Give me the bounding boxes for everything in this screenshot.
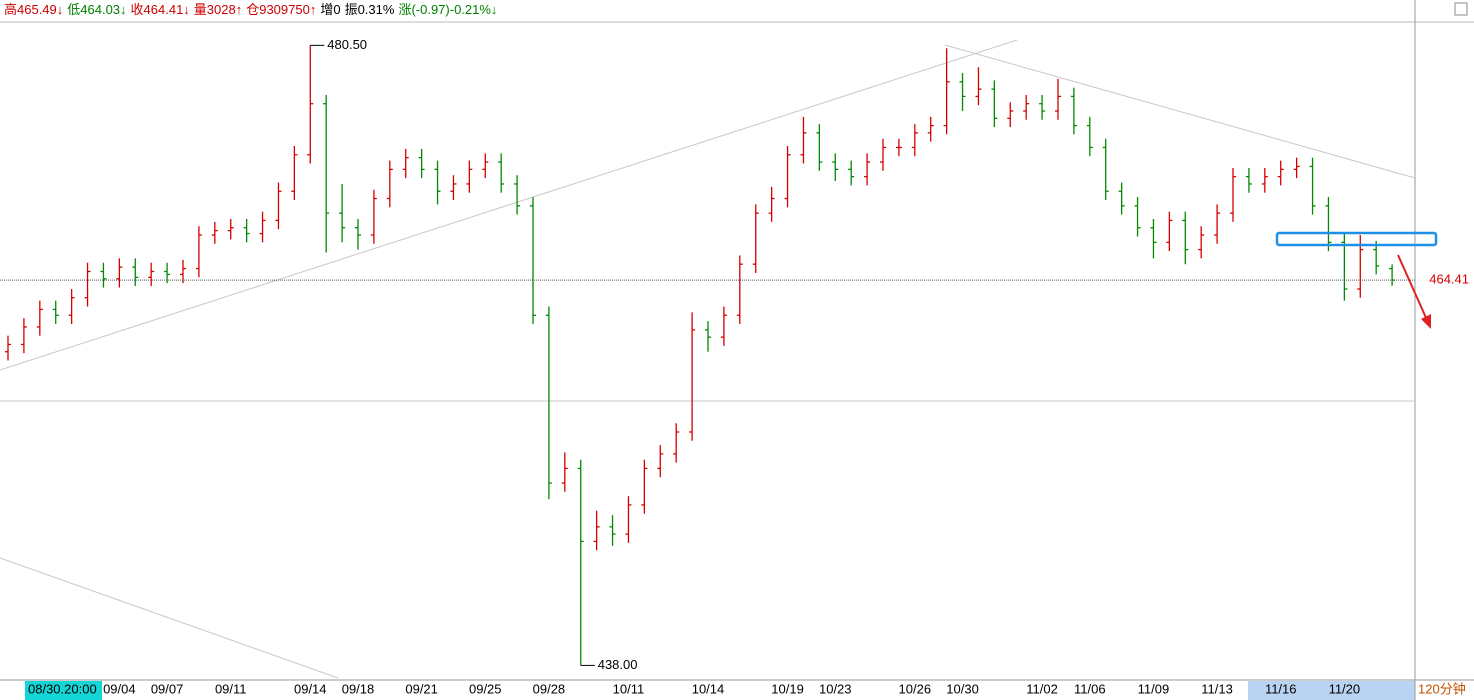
- header-item: 增0: [320, 2, 340, 17]
- trend-line: [944, 44, 1416, 179]
- header-item: 涨(-0.97)-0.21%↓: [398, 2, 497, 17]
- x-tick-label: 11/16: [1265, 681, 1297, 696]
- x-tick-label: 11/13: [1201, 681, 1233, 696]
- x-tick-label: 09/28: [533, 681, 566, 696]
- bars: [5, 45, 1396, 666]
- period-label: 120分钟: [1418, 681, 1466, 696]
- last-price-label: 464.41: [1429, 272, 1469, 287]
- header-item: 仓9309750↑: [246, 2, 316, 17]
- range-highlight: [1248, 681, 1415, 700]
- header: 高465.49↓ 低464.03↓ 收464.41↓ 量3028↑ 仓9309750↑ 增…: [4, 2, 497, 17]
- x-tick-label: 10/11: [613, 681, 645, 696]
- x-tick-label: 09/25: [469, 681, 502, 696]
- trend-line: [0, 557, 339, 679]
- header-item: 振0.31%: [345, 2, 395, 17]
- zone-box: [1275, 231, 1438, 247]
- x-tick-label: 09/18: [342, 681, 375, 696]
- x-tick-label: 10/19: [771, 681, 804, 696]
- arrow-shaft: [1397, 254, 1428, 321]
- x-tick-label: 09/07: [151, 681, 184, 696]
- x-tick-label: 11/06: [1074, 681, 1106, 696]
- window-button[interactable]: [1454, 2, 1468, 16]
- x-tick-label: 11/20: [1329, 681, 1361, 696]
- x-tick-label: 09/04: [103, 681, 136, 696]
- trend-line: [0, 39, 1018, 371]
- x-tick-label: 11/02: [1026, 681, 1058, 696]
- x-tick-label: 10/14: [692, 681, 725, 696]
- header-item: 高465.49↓: [4, 2, 63, 17]
- x-tick-label: 10/23: [819, 681, 852, 696]
- annotation-label: 480.50: [327, 37, 367, 52]
- header-item: 收464.41↓: [131, 2, 190, 17]
- x-tick-label: 09/11: [215, 681, 247, 696]
- annotation-label: 438.00: [598, 657, 638, 672]
- x-tick-label: 09/14: [294, 681, 327, 696]
- x-tick-label: 10/26: [899, 681, 932, 696]
- x-tick-label: 11/09: [1138, 681, 1170, 696]
- header-item: 量3028↑: [194, 2, 242, 17]
- cursor-label: 08/30.20:00: [28, 681, 97, 696]
- x-tick-label: 10/30: [946, 681, 979, 696]
- header-item: 低464.03↓: [67, 2, 126, 17]
- cursor-box: [25, 681, 102, 700]
- x-tick-label: 09/21: [405, 681, 438, 696]
- arrow-head: [1421, 314, 1431, 329]
